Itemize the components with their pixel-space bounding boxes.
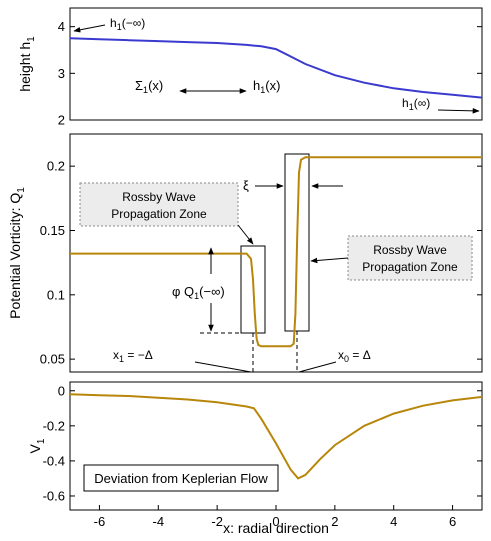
x-tick-label: -6 [94, 514, 106, 529]
rossby-right-label: Rossby Wave Propagation Zone [310, 235, 473, 281]
top-y-axis-label: height h1 [17, 36, 37, 92]
annotation-h-x: h1(x) [253, 78, 280, 95]
svg-text:h1(−∞): h1(−∞) [110, 16, 145, 32]
x-tick-label: 6 [449, 514, 456, 529]
middle-y-axis-label: Potential Vorticity: Q1 [7, 187, 27, 319]
svg-text:ξ: ξ [243, 178, 249, 193]
x-tick-label: -4 [153, 514, 165, 529]
svg-text:Rossby Wave: Rossby Wave [122, 190, 196, 204]
bottom-x-ticks: -6 -4 -2 0 2 4 6 [94, 505, 456, 529]
y-tick-label: 4 [58, 19, 65, 34]
svg-text:Deviation from Keplerian Flow: Deviation from Keplerian Flow [94, 471, 268, 486]
x-tick-label: 4 [390, 514, 397, 529]
y-tick-label: -0.6 [43, 488, 65, 503]
y-tick-label: 3 [58, 66, 65, 81]
middle-y-ticks: 0.05 0.1 0.15 0.2 [40, 159, 482, 367]
top-axes-frame [69, 7, 483, 121]
annotation-h-inf: h1(∞) [402, 96, 480, 114]
top-series-line [69, 37, 483, 99]
svg-text:Propagation Zone: Propagation Zone [111, 207, 207, 221]
bottom-series-line [69, 393, 483, 480]
xi-annotation: ξ [243, 178, 343, 193]
bottom-panel: -0.6 -0.4 -0.2 0 -6 -4 -2 0 2 4 6 Deviation from … [27, 381, 483, 536]
y-tick-label: 0.05 [40, 352, 65, 367]
phi-annotation: φ Q1(−∞) [172, 247, 253, 334]
y-tick-label: 2 [58, 113, 65, 128]
top-y-ticks: 2 3 4 [58, 19, 482, 128]
x-tick-label: -2 [211, 514, 223, 529]
deviation-label: Deviation from Keplerian Flow [83, 464, 279, 492]
svg-text:Rossby Wave: Rossby Wave [373, 243, 447, 257]
y-tick-label: 0.15 [40, 223, 65, 238]
svg-text:Σ1(x): Σ1(x) [135, 78, 163, 95]
svg-text:x0 = Δ: x0 = Δ [338, 348, 371, 364]
bottom-y-axis-label: V1 [27, 438, 47, 453]
middle-panel: 0.05 0.1 0.15 0.2 Rossby Wave Propagation Z… [7, 133, 483, 373]
x-axis-label: x: radial direction [223, 520, 329, 536]
y-tick-label: -0.4 [43, 453, 65, 468]
y-tick-label: 0 [58, 383, 65, 398]
y-tick-label: -0.2 [43, 418, 65, 433]
rossby-left-label: Rossby Wave Propagation Zone [79, 182, 254, 245]
top-panel: 2 3 4 height h1 h1(−∞) Σ1(x) h1(x) h1(∞) [17, 7, 483, 128]
y-tick-label: 0.1 [47, 287, 65, 302]
x-tick-label: 0 [272, 514, 279, 529]
annotation-h-minus-inf: h1(−∞) [73, 16, 145, 33]
svg-text:φ Q1(−∞): φ Q1(−∞) [172, 284, 225, 301]
x-tick-label: 2 [331, 514, 338, 529]
middle-series-line [70, 156, 482, 348]
svg-text:h1(x): h1(x) [253, 78, 280, 95]
y-tick-label: 0.2 [47, 159, 65, 174]
svg-text:x1 = −Δ: x1 = −Δ [113, 348, 153, 364]
annotation-sigma: Σ1(x) [135, 78, 163, 95]
x-positions: x1 = −Δ x0 = Δ [113, 331, 371, 373]
svg-text:Propagation Zone: Propagation Zone [362, 260, 458, 274]
svg-text:h1(∞): h1(∞) [402, 96, 430, 112]
bottom-y-ticks: -0.6 -0.4 -0.2 0 [43, 383, 482, 503]
